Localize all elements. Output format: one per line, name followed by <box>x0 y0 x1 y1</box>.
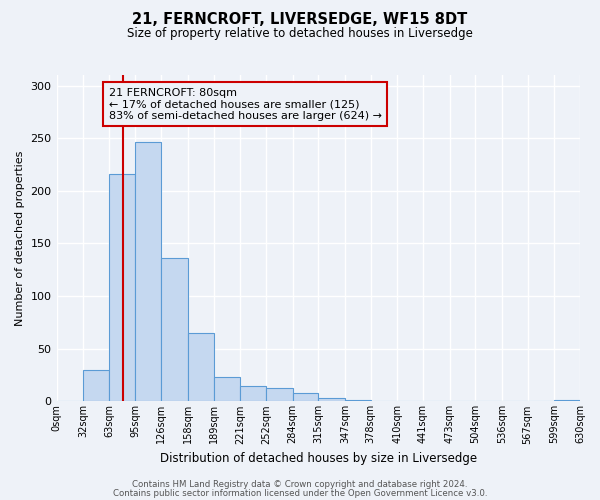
Bar <box>188 333 214 402</box>
Text: Contains public sector information licensed under the Open Government Licence v3: Contains public sector information licen… <box>113 489 487 498</box>
Bar <box>554 400 580 402</box>
Bar <box>345 400 371 402</box>
Bar <box>293 393 318 402</box>
Bar <box>266 388 293 402</box>
Bar <box>214 377 240 402</box>
Bar <box>240 386 266 402</box>
Text: Size of property relative to detached houses in Liversedge: Size of property relative to detached ho… <box>127 28 473 40</box>
Y-axis label: Number of detached properties: Number of detached properties <box>15 150 25 326</box>
X-axis label: Distribution of detached houses by size in Liversedge: Distribution of detached houses by size … <box>160 452 477 465</box>
Text: Contains HM Land Registry data © Crown copyright and database right 2024.: Contains HM Land Registry data © Crown c… <box>132 480 468 489</box>
Text: 21 FERNCROFT: 80sqm
← 17% of detached houses are smaller (125)
83% of semi-detac: 21 FERNCROFT: 80sqm ← 17% of detached ho… <box>109 88 382 121</box>
Text: 21, FERNCROFT, LIVERSEDGE, WF15 8DT: 21, FERNCROFT, LIVERSEDGE, WF15 8DT <box>133 12 467 28</box>
Bar <box>83 370 109 402</box>
Bar <box>318 398 345 402</box>
Bar <box>136 142 161 402</box>
Bar <box>161 258 188 402</box>
Bar <box>109 174 136 402</box>
